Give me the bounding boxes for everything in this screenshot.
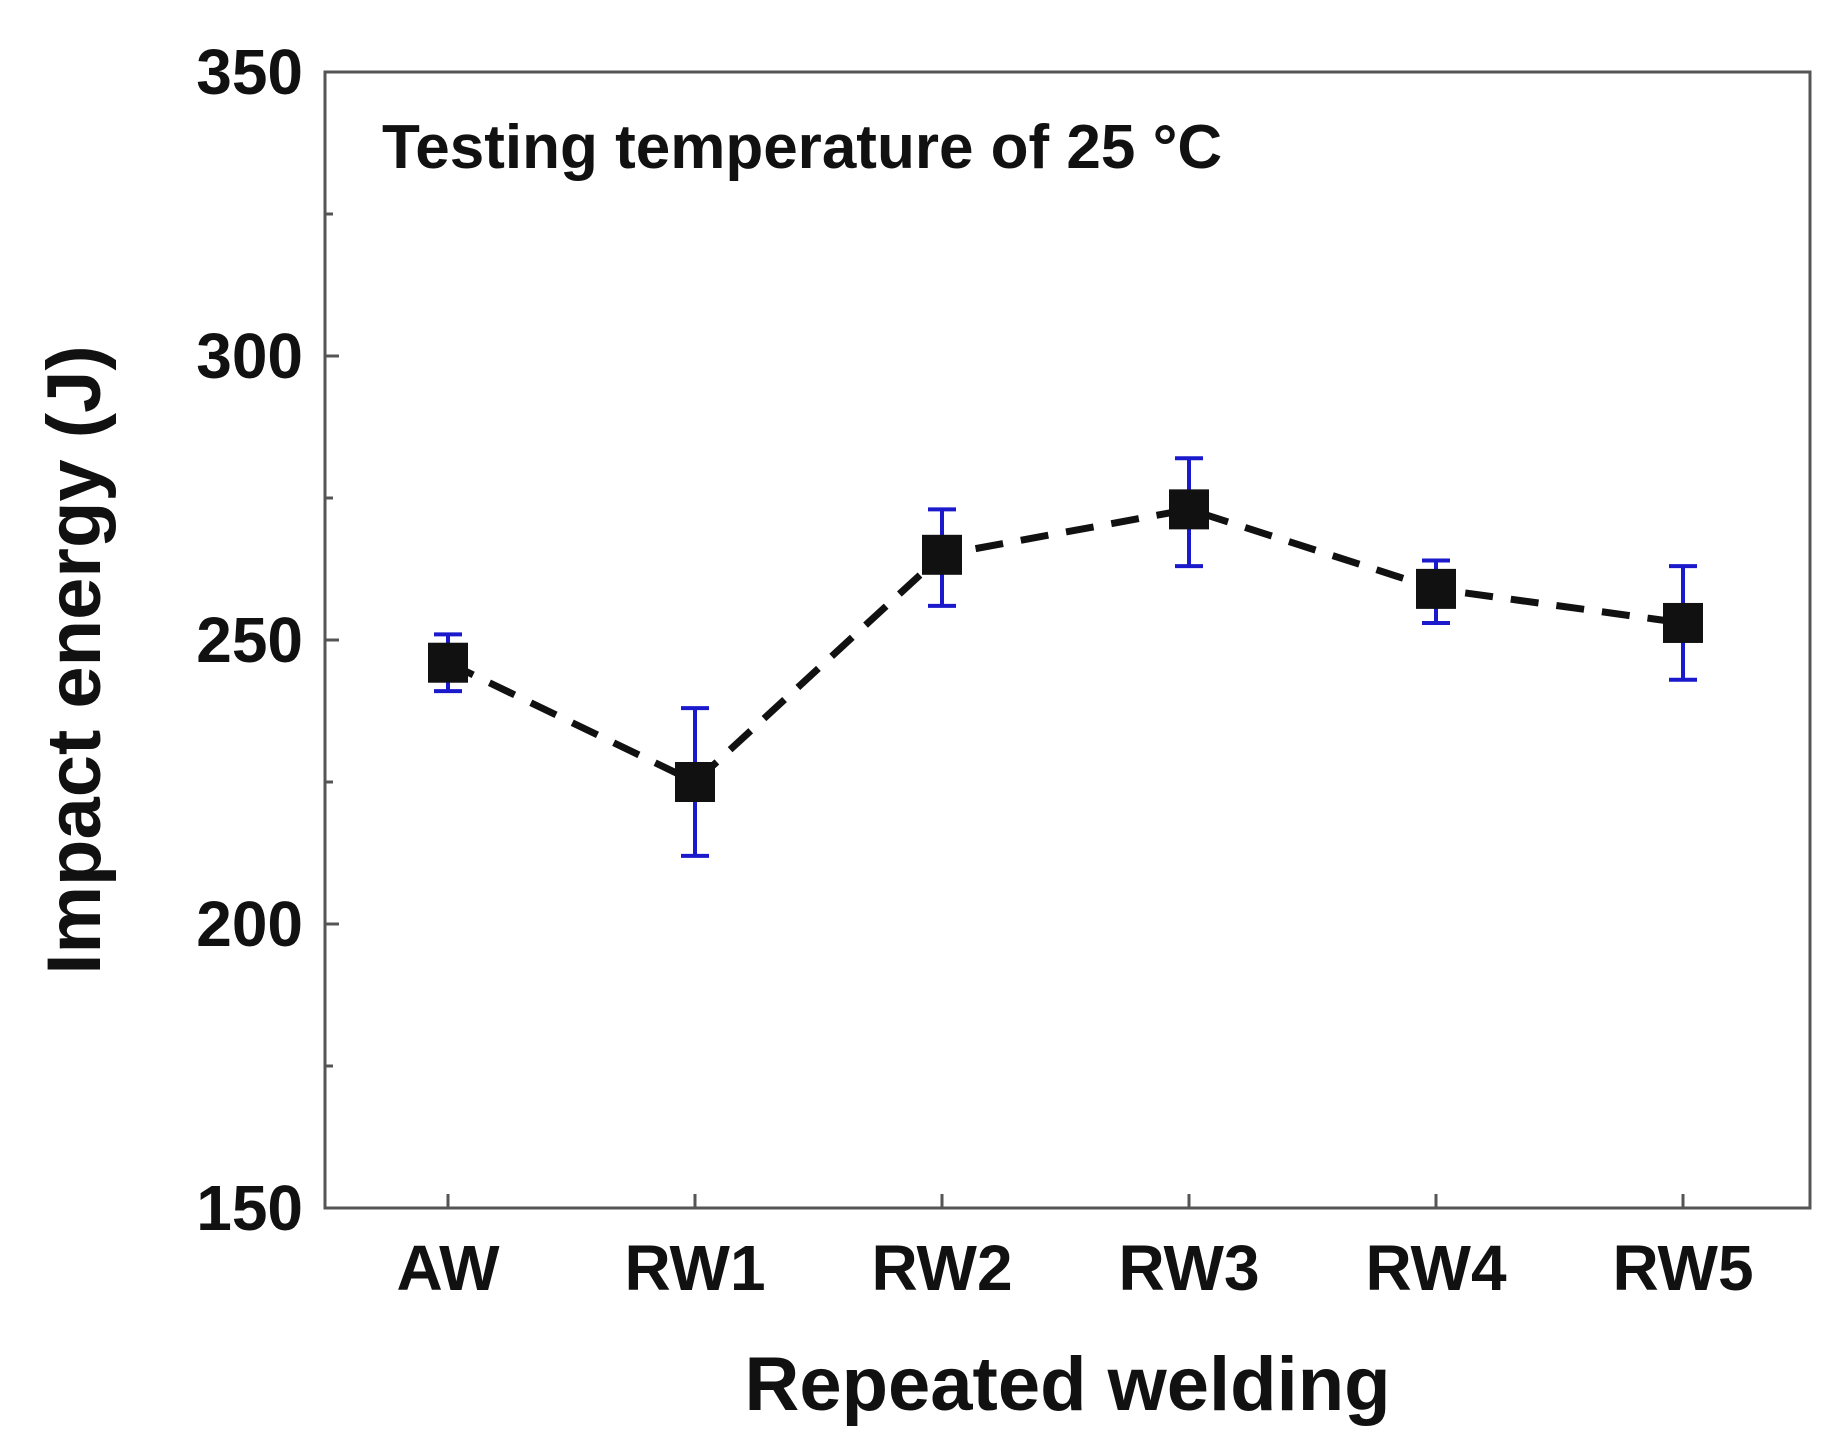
- x-tick-label: RW4: [1365, 1232, 1506, 1304]
- chart-annotation: Testing temperature of 25 °C: [382, 113, 1222, 182]
- x-tick-label: RW2: [871, 1232, 1012, 1304]
- x-tick-label: RW5: [1612, 1232, 1753, 1304]
- y-tick-label: 350: [196, 36, 303, 108]
- series-line: [446, 505, 1684, 787]
- x-tick-label: RW1: [624, 1232, 765, 1304]
- y-tick-label: 300: [196, 320, 303, 392]
- y-tick-label: 150: [196, 1172, 303, 1244]
- x-tick-label: RW3: [1118, 1232, 1259, 1304]
- x-tick-label: AW: [396, 1232, 500, 1304]
- y-axis-title: Impact energy (J): [32, 345, 117, 974]
- y-tick-label: 200: [196, 888, 303, 960]
- y-tick-label: 250: [196, 604, 303, 676]
- data-point-marker: [428, 642, 468, 683]
- data-point-marker: [675, 762, 715, 802]
- data-point-marker: [1169, 489, 1209, 530]
- plot-frame: [323, 70, 1812, 1210]
- data-point-marker: [1416, 568, 1456, 609]
- data-point-marker: [1663, 602, 1703, 643]
- x-axis-title: Repeated welding: [744, 1342, 1390, 1427]
- data-point-marker: [922, 534, 962, 575]
